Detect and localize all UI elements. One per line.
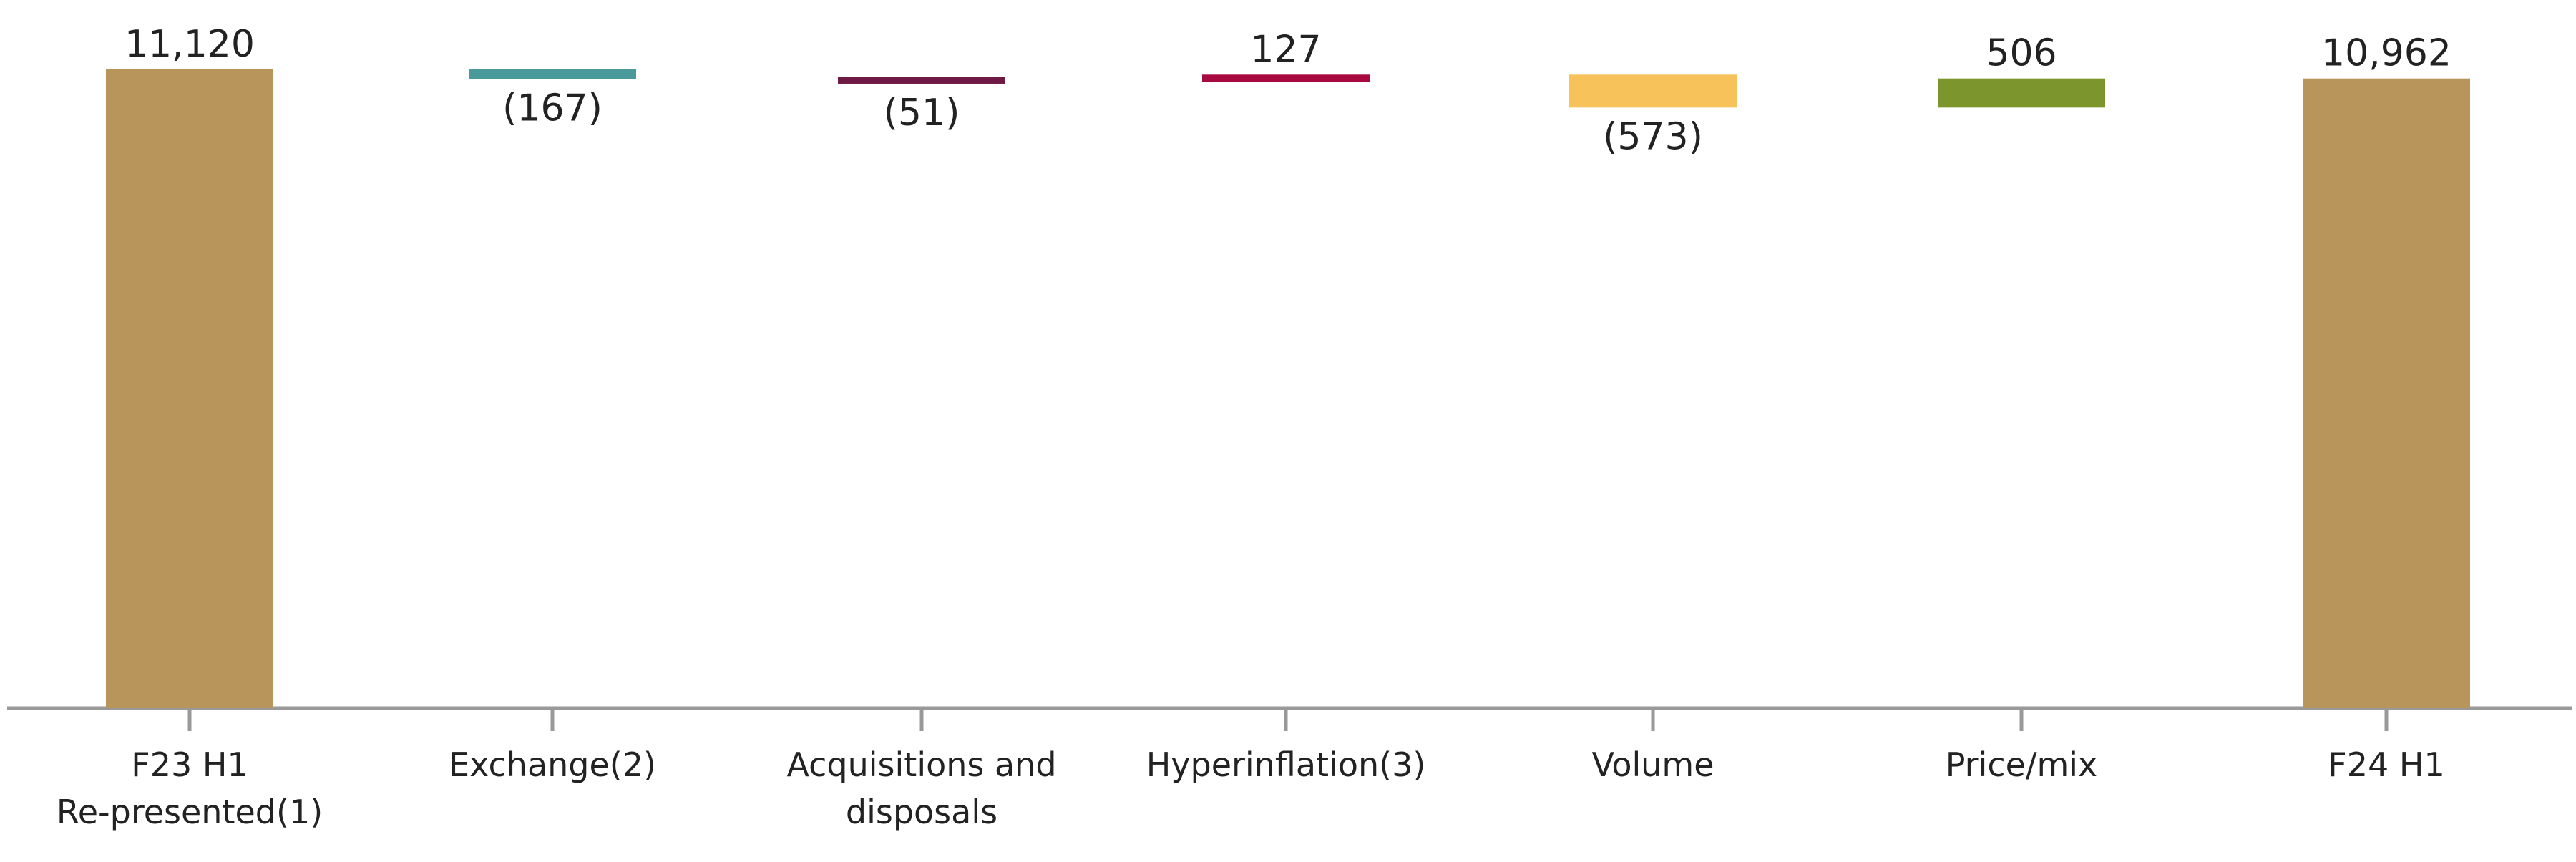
bar-f23-h1-re-presented-1 bbox=[106, 69, 273, 708]
data-label-f23-h1-re-presented-1: 11,120 bbox=[125, 23, 255, 66]
data-label-exchange-2: (167) bbox=[502, 87, 602, 129]
bar-acquisitions-and-disposals bbox=[838, 77, 1005, 84]
bar-f24-h1 bbox=[2303, 78, 2470, 709]
x-tick-label-volume: Volume bbox=[1591, 745, 1714, 784]
x-tick-label-acquisitions-and-disposals: Acquisitions and disposals bbox=[786, 745, 1056, 831]
bar-exchange-2 bbox=[469, 69, 636, 79]
x-tick-label-f24-h1: F24 H1 bbox=[2328, 745, 2444, 784]
x-tick-label-exchange-2: Exchange(2) bbox=[449, 745, 656, 784]
data-label-acquisitions-and-disposals: (51) bbox=[884, 92, 960, 134]
x-tick-label-hyperinflation-3: Hyperinflation(3) bbox=[1146, 745, 1426, 784]
x-tick-label-f23-h1-re-presented-1: F23 H1 Re-presented(1) bbox=[57, 745, 323, 831]
data-label-price-mix: 506 bbox=[1986, 32, 2057, 75]
data-label-volume: (573) bbox=[1603, 115, 1703, 158]
bar-volume bbox=[1569, 74, 1737, 108]
bar-hyperinflation-3 bbox=[1202, 74, 1370, 82]
x-tick-label-price-mix: Price/mix bbox=[1946, 745, 2098, 784]
data-label-hyperinflation-3: 127 bbox=[1250, 28, 1321, 71]
bar-price-mix bbox=[1938, 78, 2105, 108]
data-label-f24-h1: 10,962 bbox=[2321, 32, 2451, 75]
